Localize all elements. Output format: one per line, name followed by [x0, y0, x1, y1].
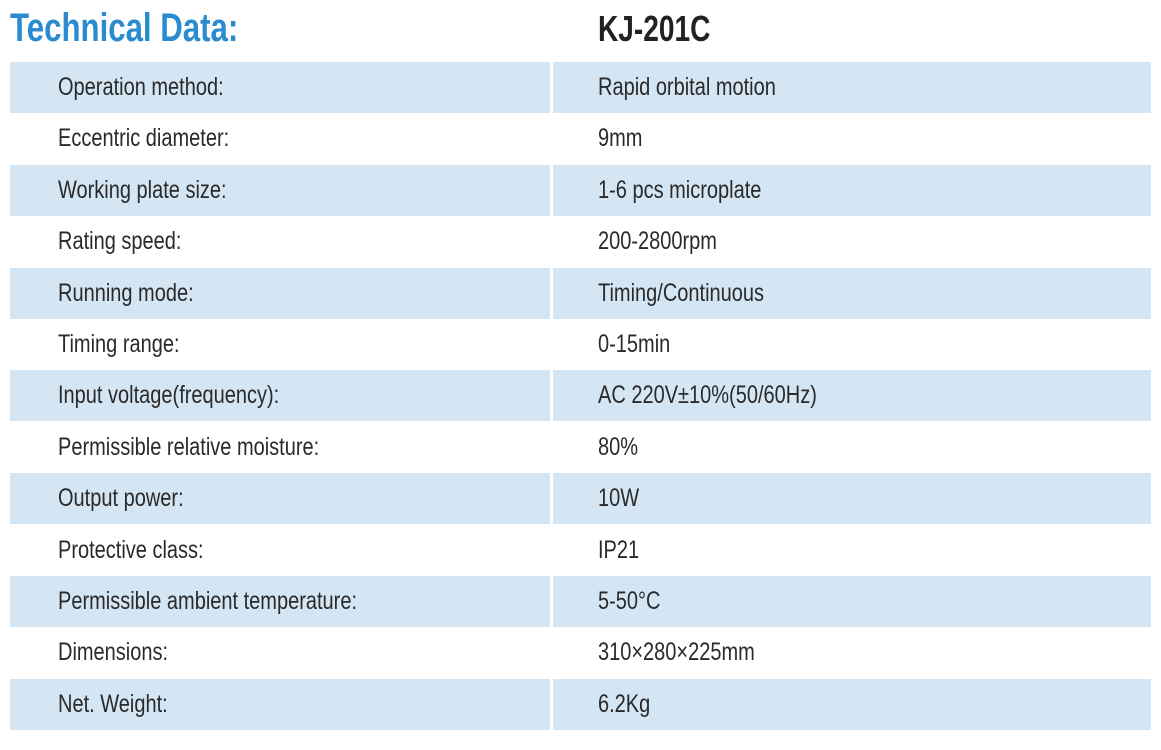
value-cell: Rapid orbital motion	[553, 62, 1151, 113]
value-cell: 1-6 pcs microplate	[553, 164, 1151, 216]
label-cell: Rating speed:	[10, 216, 550, 267]
spec-label: Permissible relative moisture:	[58, 432, 320, 461]
title: Technical Data:	[10, 6, 239, 50]
spec-value: 5-50°C	[598, 587, 661, 615]
value-cell: 80%	[553, 422, 1151, 473]
spec-label: Protective class:	[58, 535, 204, 564]
spec-label: Dimensions:	[58, 638, 169, 667]
value-cell: 200-2800rpm	[553, 216, 1151, 267]
spec-value: AC 220V±10%(50/60Hz)	[598, 381, 817, 410]
value-cell: 9mm	[553, 113, 1151, 164]
label-cell: Dimensions:	[10, 627, 550, 678]
spec-value: Timing/Continuous	[598, 278, 765, 307]
spec-value: 80%	[598, 432, 639, 461]
spec-value: 10W	[598, 484, 640, 513]
spec-label: Rating speed:	[58, 227, 182, 256]
spec-value: 310×280×225mm	[598, 638, 755, 667]
spec-value: 200-2800rpm	[598, 227, 717, 256]
value-cell: 5-50°C	[553, 576, 1151, 627]
value-cell: 0-15min	[553, 319, 1151, 370]
label-cell: Input voltage(frequency):	[10, 370, 550, 422]
value-cell: 10W	[553, 473, 1151, 525]
spec-label: Net. Weight:	[58, 689, 168, 718]
label-cell: Net. Weight:	[10, 678, 550, 730]
label-cell: Permissible relative moisture:	[10, 422, 550, 473]
value-cell: Timing/Continuous	[553, 267, 1151, 319]
label-cell: Operation method:	[10, 62, 550, 113]
label-cell: Eccentric diameter:	[10, 113, 550, 164]
spec-value: IP21	[598, 535, 640, 564]
label-cell: Working plate size:	[10, 164, 550, 216]
model-name: KJ-201C	[598, 8, 711, 49]
label-cell: Protective class:	[10, 525, 550, 576]
spec-value: 1-6 pcs microplate	[598, 175, 762, 204]
spec-value: 6.2Kg	[598, 689, 651, 718]
spec-label: Output power:	[58, 484, 184, 513]
spec-value: 9mm	[598, 124, 643, 153]
spec-value: 0-15min	[598, 330, 671, 358]
spec-label: Eccentric diameter:	[58, 124, 230, 153]
label-cell: Permissible ambient temperature:	[10, 576, 550, 627]
label-cell: Output power:	[10, 473, 550, 525]
value-cell: AC 220V±10%(50/60Hz)	[553, 370, 1151, 422]
label-cell: Timing range:	[10, 319, 550, 370]
spec-label: Running mode:	[58, 278, 194, 307]
spec-value: Rapid orbital motion	[598, 73, 776, 101]
value-cell: 6.2Kg	[553, 678, 1151, 730]
spec-label: Working plate size:	[58, 175, 227, 204]
value-cell: IP21	[553, 525, 1151, 576]
spec-label: Input voltage(frequency):	[58, 381, 280, 410]
spec-label: Timing range:	[58, 330, 180, 358]
value-cell: 310×280×225mm	[553, 627, 1151, 678]
spec-label: Operation method:	[58, 73, 224, 101]
spec-label: Permissible ambient temperature:	[58, 587, 358, 615]
label-cell: Running mode:	[10, 267, 550, 319]
